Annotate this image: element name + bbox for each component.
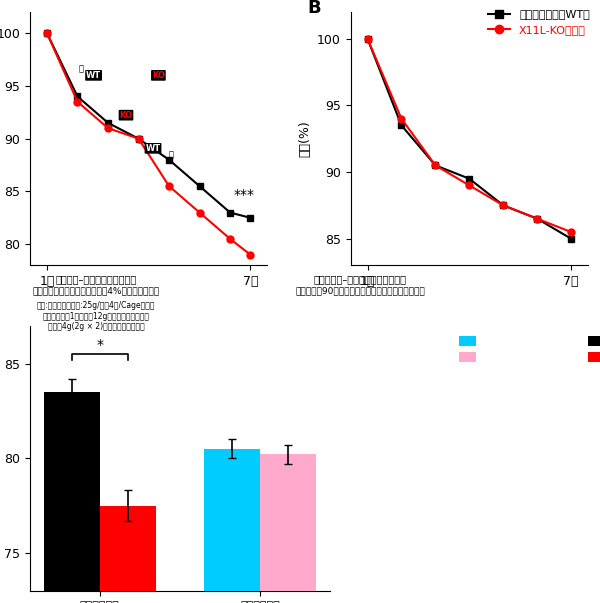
- Bar: [260, 455, 316, 603]
- Legend: 野生型マウス（WT）, X11L-KOマウス: 野生型マウス（WT）, X11L-KOマウス: [484, 5, 595, 39]
- Text: ***: ***: [233, 188, 254, 202]
- Text: 餌: 餌: [78, 65, 83, 73]
- Y-axis label: 体重(%): 体重(%): [298, 121, 311, 157]
- Bar: [204, 449, 260, 603]
- 野生型マウス（WT）: [466, 175, 473, 182]
- Text: KO: KO: [119, 111, 133, 119]
- 野生型マウス（WT）: [364, 35, 371, 42]
- Text: 量規制型–食事制限（競争的）: 量規制型–食事制限（競争的）: [55, 274, 137, 285]
- 野生型マウス（WT）: [568, 235, 575, 242]
- X11L-KOマウス: [432, 162, 439, 169]
- Text: B: B: [308, 0, 322, 17]
- X11L-KOマウス: [568, 229, 575, 236]
- Text: WT: WT: [86, 71, 101, 80]
- 野生型マウス（WT）: [398, 122, 405, 129]
- Text: 一日あたり90分間自由に餌を食べることができる。: 一日あたり90分間自由に餌を食べることができる。: [295, 286, 425, 295]
- Line: X11L-KOマウス: X11L-KOマウス: [364, 35, 575, 235]
- Bar: [100, 506, 156, 603]
- X11L-KOマウス: [533, 215, 541, 223]
- Text: *: *: [96, 338, 103, 352]
- X11L-KOマウス: [466, 182, 473, 189]
- X11L-KOマウス: [364, 35, 371, 42]
- Legend: , : ,: [455, 331, 490, 367]
- Text: WT: WT: [145, 144, 161, 153]
- Bar: [44, 392, 100, 603]
- Text: （例:自由摂食時体重:25g/匹、4匹/Cage飼育の
　場合、通常1日あたり12g程度食べるところ、
　　　4g(2g × 2)の餌のみを与える）: （例:自由摂食時体重:25g/匹、4匹/Cage飼育の 場合、通常1日あたり12…: [37, 302, 155, 331]
- X11L-KOマウス: [398, 115, 405, 122]
- 野生型マウス（WT）: [432, 162, 439, 169]
- Text: 一日あたり自由摂食時の体重の4%の餌を与える。: 一日あたり自由摂食時の体重の4%の餌を与える。: [32, 286, 160, 295]
- Text: KO: KO: [152, 71, 165, 80]
- Text: 餌: 餌: [169, 151, 174, 159]
- 野生型マウス（WT）: [500, 202, 507, 209]
- X11L-KOマウス: [500, 202, 507, 209]
- Line: 野生型マウス（WT）: 野生型マウス（WT）: [364, 35, 575, 242]
- 野生型マウス（WT）: [533, 215, 541, 223]
- Text: 時間規制型–食事制限（非競争的）: 時間規制型–食事制限（非競争的）: [314, 274, 407, 285]
